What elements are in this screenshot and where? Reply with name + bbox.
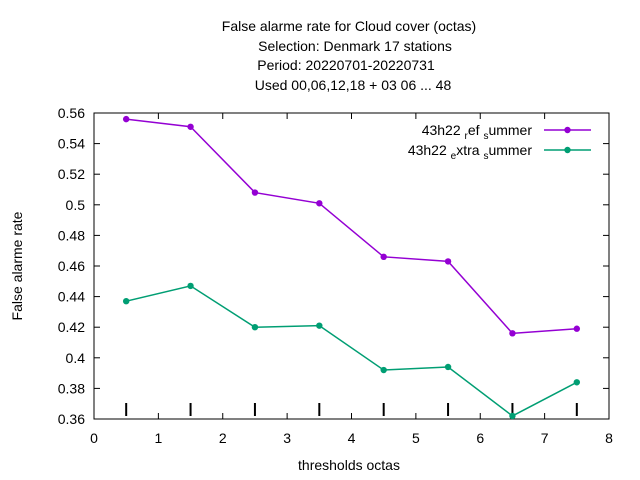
data-point — [316, 200, 323, 207]
series-line — [126, 285, 578, 417]
legend-label: 43h22 ref summer — [422, 122, 533, 142]
y-tick-label: 0.56 — [58, 105, 85, 121]
title-line-3: Period: 20220701-20220731 — [257, 57, 435, 73]
data-point — [251, 189, 259, 196]
data-point — [573, 325, 581, 332]
y-tick-label: 0.54 — [58, 136, 85, 152]
y-tick-label: 0.36 — [58, 411, 85, 427]
chart-title: False alarme rate for Cloud cover (octas… — [222, 18, 476, 93]
legend-label: 43h22 extra summer — [408, 142, 533, 162]
data-point — [316, 322, 323, 329]
series-line — [126, 118, 577, 335]
data-point — [509, 412, 516, 420]
y-tick-label: 0.46 — [58, 258, 85, 274]
y-tick-label: 0.42 — [58, 319, 85, 335]
plot-area-border — [93, 112, 610, 420]
y-tick-label: 0.48 — [58, 227, 85, 243]
title-line-4: Used 00,06,12,18 + 03 06 ... 48 — [255, 77, 452, 93]
data-point — [444, 363, 452, 371]
title-line-1: False alarme rate for Cloud cover (octas… — [222, 18, 476, 34]
series-group — [122, 115, 581, 420]
legend-swatch-marker — [564, 126, 571, 134]
legend-entry-1: 43h22 ref summer — [422, 122, 591, 142]
y-axis: 0.36 0.38 0.4 0.42 0.44 0.46 0.48 0.5 0.52 0.54 0.… — [58, 105, 609, 427]
x-tick-label: 2 — [219, 430, 227, 446]
series-2 — [122, 282, 581, 420]
data-point — [380, 366, 387, 374]
data-point — [251, 324, 259, 331]
x-tick-label: 7 — [541, 430, 549, 446]
data-point — [444, 258, 452, 265]
y-axis-label: False alarme rate — [9, 211, 25, 320]
legend-swatch-marker — [564, 146, 571, 154]
data-point — [122, 297, 130, 305]
threshold-markers — [125, 403, 578, 416]
x-tick-label: 5 — [412, 430, 420, 446]
y-tick-label: 0.5 — [66, 197, 86, 213]
data-point — [187, 123, 194, 130]
x-tick-label: 1 — [154, 430, 162, 446]
y-tick-label: 0.4 — [66, 350, 86, 366]
title-line-2: Selection: Denmark 17 stations — [258, 38, 452, 54]
data-point — [573, 379, 581, 386]
legend-entry-2: 43h22 extra summer — [408, 142, 591, 162]
data-point — [380, 253, 387, 261]
x-tick-label: 8 — [605, 430, 613, 446]
x-axis: 0 1 2 3 4 5 6 7 8 — [90, 113, 613, 446]
y-tick-label: 0.52 — [58, 166, 85, 182]
y-tick-label: 0.44 — [58, 289, 85, 305]
data-point — [122, 115, 130, 123]
series-1 — [122, 115, 581, 337]
x-tick-label: 4 — [348, 430, 356, 446]
x-axis-label: thresholds octas — [298, 457, 400, 473]
x-tick-label: 0 — [90, 430, 98, 446]
x-tick-label: 6 — [476, 430, 484, 446]
data-point — [509, 330, 516, 337]
x-tick-label: 3 — [283, 430, 291, 446]
y-tick-label: 0.38 — [58, 380, 85, 396]
data-point — [187, 282, 194, 290]
